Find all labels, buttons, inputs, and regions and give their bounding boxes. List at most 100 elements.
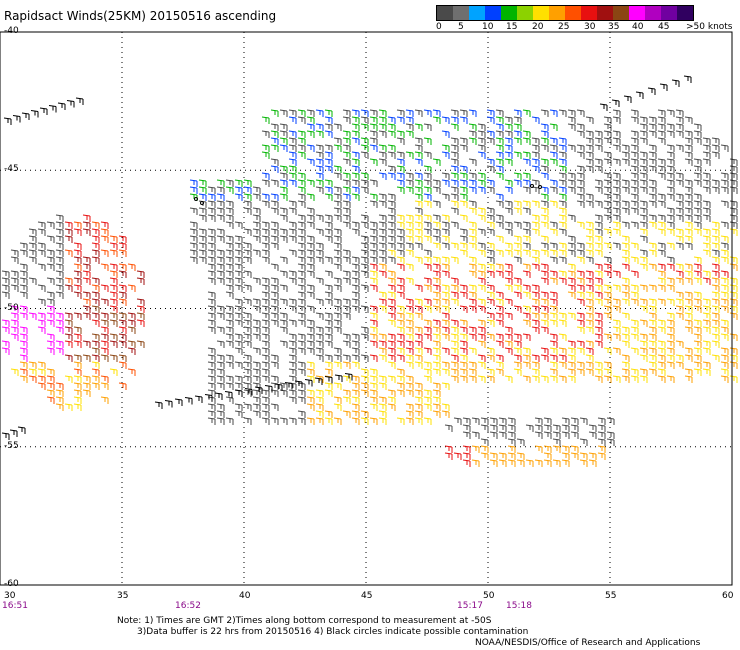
wind-barb: [441, 410, 450, 418]
wind-barb: [432, 277, 441, 285]
latitude-label: -45: [4, 164, 19, 175]
wind-barb: [450, 368, 459, 376]
wind-barb: [279, 172, 288, 180]
wind-barb: [405, 312, 414, 320]
wind-barb: [64, 228, 73, 236]
wind-barb: [12, 115, 21, 123]
wind-barb: [109, 368, 118, 376]
wind-barb: [567, 354, 576, 362]
wind-barb: [657, 347, 666, 355]
wind-barb: [396, 382, 405, 390]
wind-barb: [82, 389, 91, 397]
wind-barb: [82, 256, 91, 264]
wind-barb: [315, 172, 324, 180]
wind-barb: [567, 368, 576, 376]
wind-barb: [639, 340, 648, 348]
wind-barb: [531, 151, 540, 159]
wind-barb: [459, 291, 468, 299]
wind-barb: [324, 123, 333, 131]
wind-barb: [64, 375, 73, 383]
wind-barb: [198, 193, 207, 201]
wind-barb: [414, 340, 423, 348]
wind-barb: [342, 410, 351, 418]
wind-barb: [342, 249, 351, 257]
wind-barb: [315, 333, 324, 341]
wind-barb: [3, 117, 12, 125]
wind-barb: [216, 368, 225, 376]
wind-barb: [594, 214, 603, 222]
wind-barb: [55, 228, 64, 236]
wind-barb: [657, 165, 666, 173]
wind-barb: [441, 116, 450, 124]
wind-barb: [675, 361, 684, 369]
wind-barb: [504, 151, 513, 159]
wind-barb: [432, 270, 441, 278]
wind-barb: [702, 347, 711, 355]
wind-barb: [486, 165, 495, 173]
wind-barb: [576, 151, 585, 159]
wind-barb: [531, 137, 540, 145]
wind-barb: [585, 340, 594, 348]
wind-barb: [498, 431, 507, 439]
wind-barb: [702, 368, 711, 376]
wind-barb: [270, 137, 279, 145]
wind-barb: [387, 347, 396, 355]
wind-barb: [549, 249, 558, 257]
wind-barb: [207, 375, 216, 383]
wind-barb: [55, 389, 64, 397]
wind-barb: [666, 347, 675, 355]
wind-barb: [387, 361, 396, 369]
wind-barb: [585, 200, 594, 208]
wind-barb: [702, 361, 711, 369]
wind-barb: [459, 116, 468, 124]
wind-barb: [396, 277, 405, 285]
latitude-label: -40: [4, 26, 19, 36]
legend-swatch: [549, 6, 565, 20]
wind-barb: [378, 375, 387, 383]
wind-barb: [552, 445, 561, 453]
wind-barb: [630, 319, 639, 327]
wind-barb: [657, 214, 666, 222]
wind-barb: [207, 403, 216, 411]
wind-barb: [342, 270, 351, 278]
wind-barb: [225, 263, 234, 271]
wind-barb: [648, 298, 657, 306]
wind-barb: [118, 340, 127, 348]
wind-barb: [477, 333, 486, 341]
wind-barb: [288, 298, 297, 306]
wind-barb: [37, 263, 46, 271]
wind-barb: [10, 305, 19, 313]
wind-barb: [597, 445, 606, 453]
wind-barb: [675, 242, 684, 250]
wind-barb: [648, 165, 657, 173]
wind-barb: [324, 389, 333, 397]
wind-barb: [360, 410, 369, 418]
wind-barb: [207, 312, 216, 320]
wind-barb: [19, 263, 28, 271]
wind-barb: [414, 312, 423, 320]
wind-barb: [369, 333, 378, 341]
wind-barb: [243, 340, 252, 348]
legend-swatch: [469, 6, 485, 20]
wind-barb: [270, 375, 279, 383]
wind-barb: [225, 207, 234, 215]
wind-barb: [261, 361, 270, 369]
wind-barb: [261, 130, 270, 138]
wind-barb: [333, 305, 342, 313]
wind-barb: [693, 137, 702, 145]
wind-barb: [666, 354, 675, 362]
wind-barb: [243, 298, 252, 306]
wind-barb: [702, 151, 711, 159]
wind-barb: [396, 172, 405, 180]
wind-barb: [198, 242, 207, 250]
wind-barb: [504, 284, 513, 292]
wind-barb: [432, 158, 441, 166]
wind-barb: [459, 305, 468, 313]
wind-barb: [513, 249, 522, 257]
wind-barb: [657, 277, 666, 285]
wind-barb: [306, 116, 315, 124]
wind-barb: [639, 354, 648, 362]
wind-barb: [207, 298, 216, 306]
wind-barb: [405, 361, 414, 369]
wind-barb: [360, 375, 369, 383]
